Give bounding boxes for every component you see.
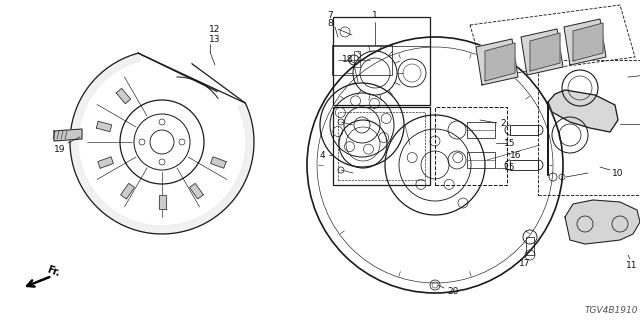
Text: 10: 10 bbox=[612, 169, 624, 178]
Text: Fr.: Fr. bbox=[45, 264, 61, 278]
Polygon shape bbox=[70, 53, 254, 234]
Text: 15: 15 bbox=[504, 139, 516, 148]
Polygon shape bbox=[98, 157, 113, 168]
Bar bbox=[510, 125, 538, 135]
Bar bbox=[333, 17, 430, 105]
Polygon shape bbox=[548, 90, 618, 175]
Polygon shape bbox=[485, 43, 515, 81]
Polygon shape bbox=[211, 157, 226, 168]
Polygon shape bbox=[573, 23, 603, 61]
Bar bbox=[538, 60, 640, 195]
Polygon shape bbox=[54, 129, 82, 141]
Text: 2: 2 bbox=[500, 118, 506, 127]
Polygon shape bbox=[530, 33, 560, 71]
Text: 18: 18 bbox=[342, 55, 354, 65]
Bar bbox=[526, 237, 534, 255]
Bar bbox=[338, 112, 425, 180]
Polygon shape bbox=[159, 195, 166, 209]
Text: 7: 7 bbox=[327, 11, 333, 20]
Polygon shape bbox=[97, 121, 112, 132]
Text: TGV4B1910: TGV4B1910 bbox=[584, 306, 638, 315]
Text: 4: 4 bbox=[319, 150, 325, 159]
Text: 1: 1 bbox=[372, 11, 378, 20]
Bar bbox=[333, 107, 430, 185]
Text: 16: 16 bbox=[510, 150, 522, 159]
Polygon shape bbox=[189, 183, 204, 199]
Text: 11: 11 bbox=[627, 260, 637, 269]
Text: 13: 13 bbox=[209, 35, 221, 44]
Bar bbox=[467, 122, 495, 138]
Bar bbox=[435, 107, 507, 185]
Polygon shape bbox=[521, 29, 563, 75]
Bar bbox=[332, 45, 392, 75]
Polygon shape bbox=[564, 19, 606, 65]
Polygon shape bbox=[565, 200, 640, 244]
Polygon shape bbox=[121, 183, 134, 199]
Polygon shape bbox=[476, 39, 518, 85]
Bar bbox=[467, 152, 495, 168]
Text: 20: 20 bbox=[447, 287, 459, 297]
Polygon shape bbox=[116, 88, 131, 104]
Text: 12: 12 bbox=[209, 26, 221, 35]
Text: 8: 8 bbox=[327, 20, 333, 28]
Bar bbox=[510, 160, 538, 170]
Text: 19: 19 bbox=[54, 145, 66, 154]
Text: 17: 17 bbox=[519, 259, 531, 268]
Bar bbox=[354, 51, 360, 67]
Text: 15: 15 bbox=[504, 164, 516, 172]
